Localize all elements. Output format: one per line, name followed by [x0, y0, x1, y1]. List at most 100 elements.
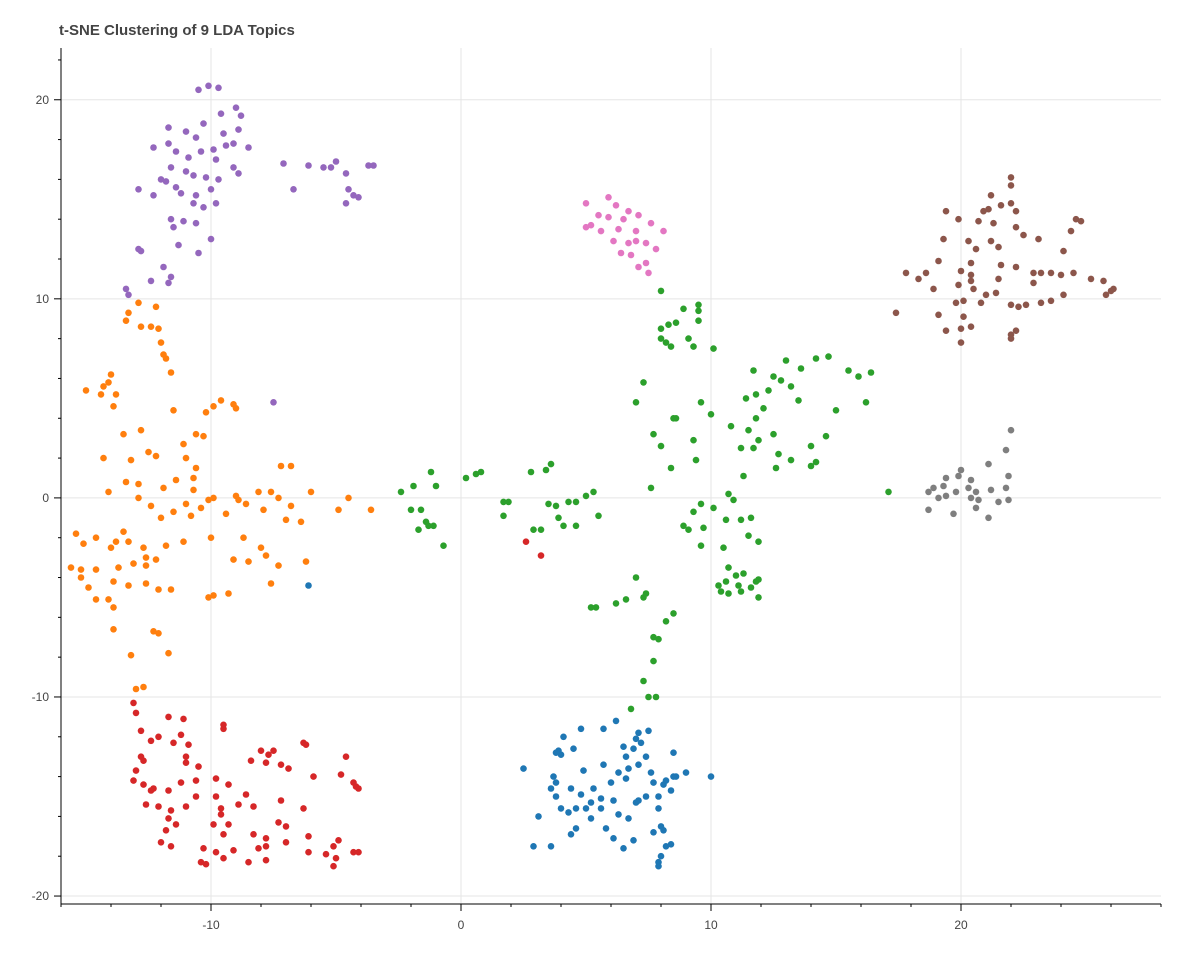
data-point	[160, 484, 167, 492]
data-point	[370, 162, 377, 169]
data-point	[205, 82, 212, 90]
data-point	[1035, 235, 1042, 243]
data-point	[597, 795, 605, 802]
data-point	[505, 498, 512, 506]
data-point	[1037, 299, 1045, 307]
data-point	[845, 367, 852, 374]
data-point	[530, 526, 537, 533]
data-point	[262, 552, 270, 559]
data-point	[570, 745, 577, 752]
data-point	[197, 148, 205, 155]
data-point	[135, 480, 142, 488]
data-point	[267, 580, 275, 587]
data-point	[972, 488, 980, 496]
data-point	[700, 524, 707, 532]
data-point	[142, 801, 150, 808]
data-point	[1007, 182, 1015, 189]
data-point	[605, 194, 612, 201]
data-point	[625, 815, 632, 822]
data-point	[885, 488, 892, 496]
data-point	[710, 504, 717, 512]
data-point	[105, 488, 112, 496]
data-point	[782, 357, 790, 364]
data-point	[182, 753, 190, 760]
data-point	[1007, 200, 1015, 207]
data-point	[685, 526, 692, 533]
data-point	[1072, 215, 1080, 223]
data-point	[655, 635, 662, 643]
data-point	[965, 237, 972, 245]
data-point	[735, 582, 742, 589]
data-point	[940, 235, 947, 243]
data-point	[190, 172, 197, 179]
data-point	[535, 813, 542, 820]
data-point	[522, 538, 530, 545]
data-point	[287, 502, 295, 510]
data-point	[112, 538, 120, 545]
data-point	[162, 355, 170, 362]
data-point	[657, 852, 665, 860]
data-point	[987, 192, 995, 199]
data-point	[582, 492, 590, 500]
data-point	[235, 126, 242, 133]
data-point	[305, 582, 312, 589]
data-point	[552, 779, 560, 786]
data-point	[660, 827, 667, 834]
data-point	[182, 759, 190, 766]
data-point	[310, 773, 317, 780]
data-point	[565, 809, 572, 816]
data-point	[500, 512, 507, 520]
data-point	[657, 287, 665, 295]
data-point	[867, 369, 875, 376]
data-point	[245, 144, 252, 151]
data-point	[627, 705, 635, 713]
data-point	[172, 148, 180, 155]
data-point	[167, 369, 175, 376]
data-point	[137, 727, 145, 735]
data-point	[747, 584, 755, 591]
data-point	[277, 797, 285, 804]
data-point	[182, 128, 190, 135]
data-point	[407, 506, 415, 514]
data-point	[192, 134, 200, 141]
data-point	[620, 215, 627, 223]
data-point	[772, 464, 780, 472]
data-point	[727, 422, 735, 430]
data-point	[942, 474, 950, 482]
data-point	[647, 219, 655, 227]
data-point	[752, 391, 760, 398]
data-point	[955, 472, 962, 480]
data-point	[217, 811, 225, 818]
data-point	[230, 556, 237, 563]
data-point	[427, 468, 435, 476]
data-point	[220, 854, 227, 862]
data-point	[155, 325, 162, 333]
data-point	[180, 217, 187, 225]
data-point	[180, 715, 187, 723]
data-point	[195, 763, 202, 770]
data-point	[755, 594, 762, 601]
data-point	[765, 387, 772, 394]
data-point	[650, 430, 657, 438]
data-point	[587, 799, 595, 806]
data-point	[587, 815, 595, 822]
data-point	[150, 192, 157, 199]
data-point	[332, 854, 340, 862]
data-point	[110, 604, 117, 611]
data-point	[1005, 496, 1012, 504]
data-point	[650, 633, 657, 641]
data-point	[812, 355, 820, 362]
data-point	[150, 628, 157, 635]
data-point	[197, 504, 205, 512]
data-point	[657, 335, 665, 342]
data-point	[600, 761, 607, 768]
data-point	[615, 769, 622, 776]
data-point	[107, 544, 115, 551]
data-point	[722, 516, 730, 524]
data-point	[152, 556, 160, 563]
data-point	[770, 373, 777, 380]
data-point	[587, 221, 595, 229]
data-point	[147, 502, 155, 510]
axes: -10 0 10 20 -20 -10 0 10 20	[32, 48, 1162, 932]
